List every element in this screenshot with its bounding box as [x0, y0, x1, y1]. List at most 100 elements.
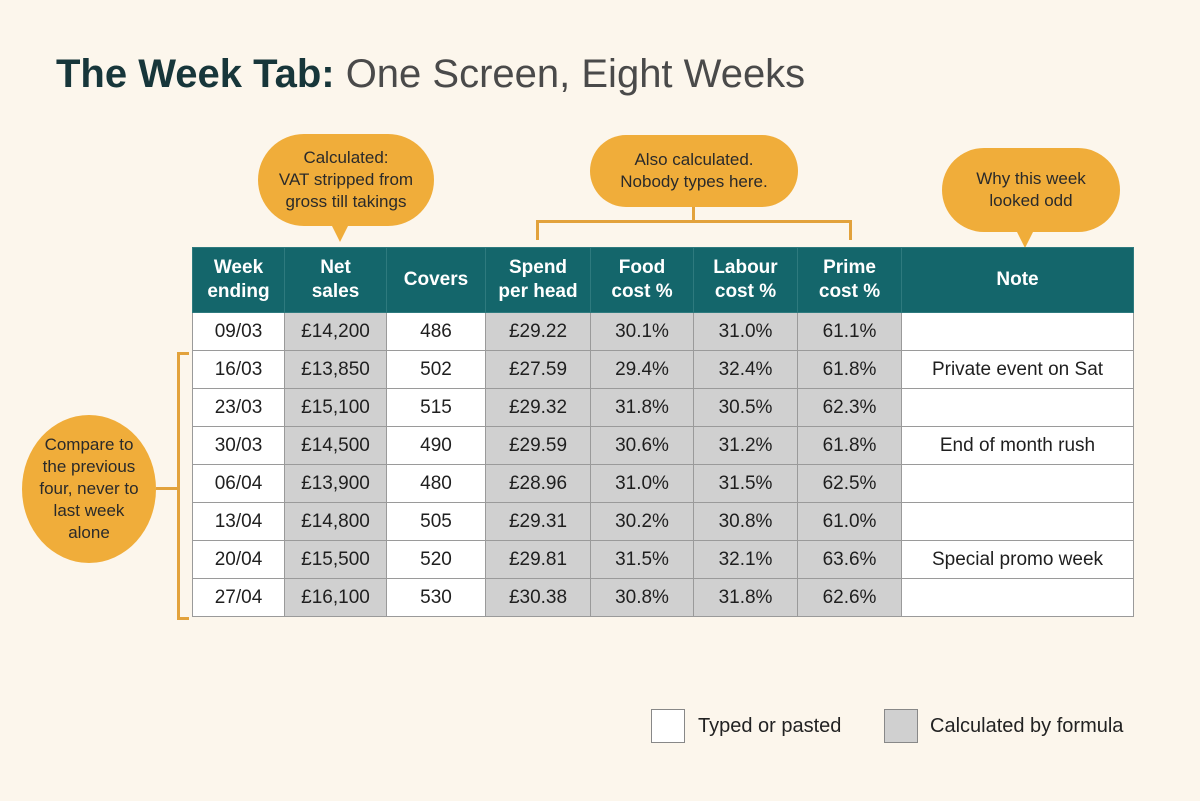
column-header: Covers — [386, 247, 486, 313]
table-cell: £30.38 — [485, 578, 591, 617]
table-cell: £29.81 — [485, 540, 591, 579]
table-cell: £13,900 — [284, 464, 387, 503]
table-cell: 480 — [386, 464, 486, 503]
table-cell: £14,800 — [284, 502, 387, 541]
compare-bracket-connector — [156, 487, 178, 490]
table-cell: 486 — [386, 312, 486, 351]
table-cell: 13/04 — [192, 502, 285, 541]
table-cell: 20/04 — [192, 540, 285, 579]
table-cell: 520 — [386, 540, 486, 579]
note-cell: Private event on Sat — [901, 350, 1134, 389]
table-cell: £27.59 — [485, 350, 591, 389]
table-cell: 61.8% — [797, 350, 902, 389]
table-cell: 62.5% — [797, 464, 902, 503]
table-cell: 62.6% — [797, 578, 902, 617]
table-cell: £28.96 — [485, 464, 591, 503]
table-cell: 31.0% — [693, 312, 798, 351]
table-cell: 30.2% — [590, 502, 694, 541]
table-cell: 27/04 — [192, 578, 285, 617]
table-cell: 30.8% — [693, 502, 798, 541]
table-cell: 06/04 — [192, 464, 285, 503]
table-cell: 505 — [386, 502, 486, 541]
table-cell: 31.5% — [590, 540, 694, 579]
legend-typed-label: Typed or pasted — [698, 715, 842, 737]
column-header: Food cost % — [590, 247, 694, 313]
table-cell: £29.32 — [485, 388, 591, 427]
column-header: Labour cost % — [693, 247, 798, 313]
week-table: Week ending Net sales Covers Spend per head… — [192, 247, 1134, 617]
table-cell: £14,500 — [284, 426, 387, 465]
note-cell — [901, 578, 1134, 617]
table-cell: 31.8% — [693, 578, 798, 617]
table-row: 09/03 £14,200 486 £29.22 30.1% 31.0% 61.1% — [192, 312, 1134, 351]
table-row: 30/03 £14,500 490 £29.59 30.6% 31.2% 61.8% End … — [192, 426, 1134, 465]
calculated-bracket-left-end — [536, 220, 539, 240]
column-header: Week ending — [192, 247, 285, 313]
table-cell: £15,500 — [284, 540, 387, 579]
table-cell: 29.4% — [590, 350, 694, 389]
title-bold: The Week Tab: — [56, 52, 335, 96]
table-cell: 61.1% — [797, 312, 902, 351]
table-cell: £29.22 — [485, 312, 591, 351]
table-row: 20/04 £15,500 520 £29.81 31.5% 32.1% 63.6% Spec… — [192, 540, 1134, 579]
table-cell: 62.3% — [797, 388, 902, 427]
compare-callout: Compare to the previous four, never to l… — [22, 415, 156, 563]
table-cell: £15,100 — [284, 388, 387, 427]
table-body: 09/03 £14,200 486 £29.22 30.1% 31.0% 61.1% 16/0… — [192, 312, 1134, 617]
note-cell — [901, 502, 1134, 541]
table-cell: 32.4% — [693, 350, 798, 389]
table-cell: 502 — [386, 350, 486, 389]
legend-calculated-label: Calculated by formula — [930, 715, 1124, 737]
title-rest: One Screen, Eight Weeks — [334, 52, 806, 96]
table-cell: 30.8% — [590, 578, 694, 617]
table-cell: 530 — [386, 578, 486, 617]
table-row: 13/04 £14,800 505 £29.31 30.2% 30.8% 61.0% — [192, 502, 1134, 541]
table-cell: 31.8% — [590, 388, 694, 427]
table-cell: 515 — [386, 388, 486, 427]
table-cell: £13,850 — [284, 350, 387, 389]
table-cell: £16,100 — [284, 578, 387, 617]
calculated-bracket-stem — [692, 207, 695, 221]
note-callout: Why this week looked odd — [942, 148, 1120, 232]
table-cell: £29.59 — [485, 426, 591, 465]
table-cell: 09/03 — [192, 312, 285, 351]
note-cell: End of month rush — [901, 426, 1134, 465]
note-cell: Special promo week — [901, 540, 1134, 579]
table-row: 27/04 £16,100 530 £30.38 30.8% 31.8% 62.6% — [192, 578, 1134, 617]
table-cell: 23/03 — [192, 388, 285, 427]
table-cell: 61.8% — [797, 426, 902, 465]
table-cell: £14,200 — [284, 312, 387, 351]
net-sales-callout-pointer — [331, 224, 349, 242]
compare-bracket-top — [177, 352, 189, 355]
table-cell: 490 — [386, 426, 486, 465]
calculated-bracket-bar — [536, 220, 852, 223]
net-sales-callout: Calculated: VAT stripped from gross till… — [258, 134, 434, 226]
calculated-columns-callout: Also calculated. Nobody types here. — [590, 135, 798, 207]
legend-typed-swatch — [651, 709, 685, 743]
page-title: The Week Tab: One Screen, Eight Weeks — [56, 52, 805, 97]
compare-bracket-bottom — [177, 617, 189, 620]
table-cell: 30.1% — [590, 312, 694, 351]
table-cell: 31.5% — [693, 464, 798, 503]
table-cell: £29.31 — [485, 502, 591, 541]
note-cell — [901, 388, 1134, 427]
note-cell — [901, 464, 1134, 503]
note-callout-pointer — [1016, 230, 1034, 248]
compare-bracket-line — [177, 352, 180, 620]
legend-calculated-swatch — [884, 709, 918, 743]
table-cell: 63.6% — [797, 540, 902, 579]
table-cell: 32.1% — [693, 540, 798, 579]
table-cell: 30.6% — [590, 426, 694, 465]
table-row: 06/04 £13,900 480 £28.96 31.0% 31.5% 62.5% — [192, 464, 1134, 503]
note-cell — [901, 312, 1134, 351]
column-header: Spend per head — [485, 247, 591, 313]
table-row: 16/03 £13,850 502 £27.59 29.4% 32.4% 61.8% Priv… — [192, 350, 1134, 389]
table-row: 23/03 £15,100 515 £29.32 31.8% 30.5% 62.3% — [192, 388, 1134, 427]
table-cell: 31.2% — [693, 426, 798, 465]
table-cell: 61.0% — [797, 502, 902, 541]
table-cell: 31.0% — [590, 464, 694, 503]
column-header: Prime cost % — [797, 247, 902, 313]
table-cell: 30/03 — [192, 426, 285, 465]
calculated-bracket-right-end — [849, 220, 852, 240]
table-header-row: Week ending Net sales Covers Spend per head… — [192, 247, 1134, 313]
